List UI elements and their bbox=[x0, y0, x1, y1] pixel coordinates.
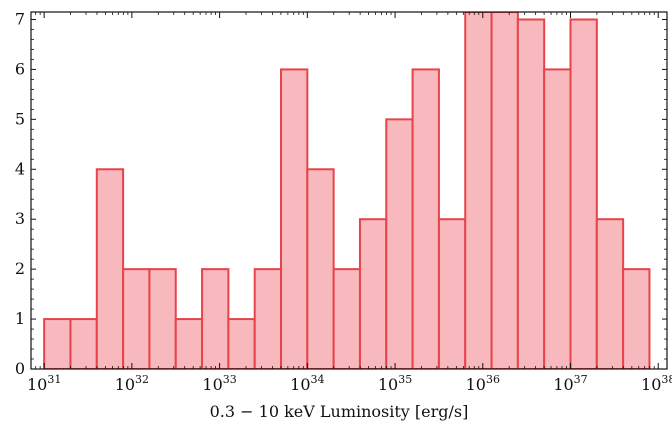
histogram-bar bbox=[43, 318, 72, 369]
x-tick-label: 1036 bbox=[466, 373, 500, 394]
y-tick-label: 7 bbox=[15, 9, 25, 28]
y-tick-label: 1 bbox=[15, 309, 25, 328]
histogram-bar bbox=[227, 318, 256, 369]
x-tick-label: 1034 bbox=[290, 373, 324, 394]
y-tick-label: 2 bbox=[15, 259, 25, 278]
x-tick-label: 1031 bbox=[27, 373, 61, 394]
y-tick-label: 3 bbox=[15, 209, 25, 228]
histogram-bar bbox=[306, 168, 335, 369]
y-tick-label: 6 bbox=[15, 59, 25, 78]
y-tick-label: 0 bbox=[15, 359, 25, 378]
histogram-bar bbox=[95, 168, 125, 369]
histogram-bar bbox=[490, 12, 519, 369]
histogram-bar bbox=[622, 268, 651, 369]
y-tick-label: 4 bbox=[15, 159, 25, 178]
histogram-bar bbox=[543, 68, 572, 369]
histogram-bar bbox=[122, 268, 151, 369]
x-tick-label: 1038 bbox=[641, 373, 672, 394]
histogram-bar bbox=[595, 218, 625, 369]
x-tick-label: 1032 bbox=[115, 373, 149, 394]
histogram-bar bbox=[69, 318, 98, 369]
histogram-bar bbox=[464, 12, 493, 369]
histogram-bar bbox=[516, 18, 546, 369]
plot-frame bbox=[30, 11, 668, 370]
histogram-bar bbox=[411, 68, 440, 369]
x-axis-label: 0.3 − 10 keV Luminosity [erg/s] bbox=[210, 402, 469, 421]
histogram-bar bbox=[569, 18, 598, 369]
histogram-bar bbox=[174, 318, 204, 369]
histogram-bar bbox=[332, 268, 361, 369]
histogram-bar bbox=[148, 268, 177, 369]
histogram-bar bbox=[253, 268, 283, 369]
y-tick-label: 5 bbox=[15, 109, 25, 128]
histogram-bar bbox=[280, 68, 309, 369]
histogram-bar bbox=[358, 218, 388, 369]
x-tick-label: 1037 bbox=[553, 373, 587, 394]
x-axis-ticks: 1031 1032 1033 1034 1035 1036 1037 1038 bbox=[27, 12, 672, 394]
histogram-bars bbox=[43, 12, 651, 369]
x-tick-label: 1035 bbox=[378, 373, 412, 394]
histogram-bar bbox=[385, 118, 414, 369]
histogram-bar bbox=[201, 268, 230, 369]
histogram-bar bbox=[437, 218, 467, 369]
x-tick-label: 1033 bbox=[202, 373, 236, 394]
